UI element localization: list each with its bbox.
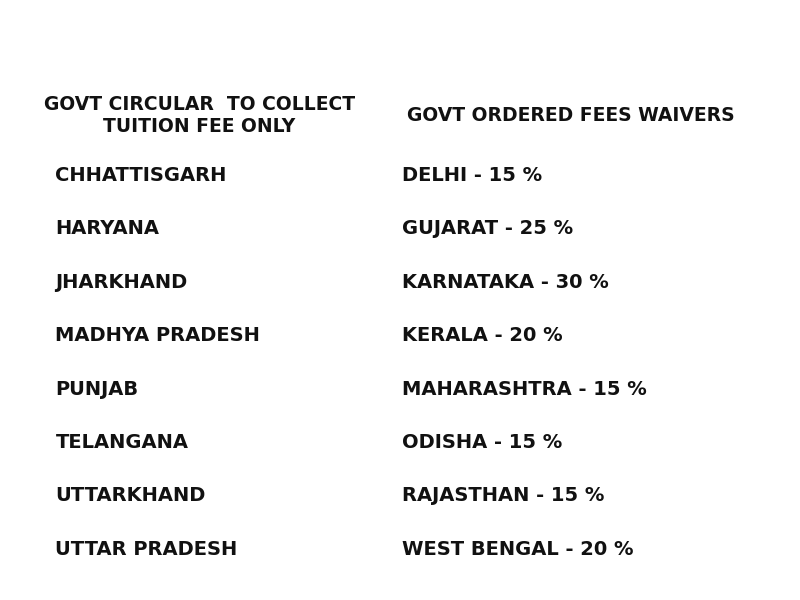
Text: TELANGANA: TELANGANA	[55, 433, 189, 452]
Text: ODISHA - 15 %: ODISHA - 15 %	[402, 433, 562, 452]
Text: GOVT CIRCULAR  TO COLLECT
TUITION FEE ONLY: GOVT CIRCULAR TO COLLECT TUITION FEE ONL…	[44, 95, 355, 136]
Text: DELHI - 15 %: DELHI - 15 %	[402, 166, 542, 185]
Text: UTTAR PRADESH: UTTAR PRADESH	[55, 540, 238, 559]
Text: PRIVATE SCHOOL FEES STATUS ACROSS INDIA: PRIVATE SCHOOL FEES STATUS ACROSS INDIA	[26, 20, 774, 49]
Text: WEST BENGAL - 20 %: WEST BENGAL - 20 %	[402, 540, 634, 559]
Text: GOVT ORDERED FEES WAIVERS: GOVT ORDERED FEES WAIVERS	[407, 106, 735, 125]
Text: RAJASTHAN - 15 %: RAJASTHAN - 15 %	[402, 487, 605, 505]
Text: JHARKHAND: JHARKHAND	[55, 273, 188, 292]
Text: MADHYA PRADESH: MADHYA PRADESH	[55, 326, 260, 345]
Text: GUJARAT - 25 %: GUJARAT - 25 %	[402, 220, 574, 238]
Text: MAHARASHTRA - 15 %: MAHARASHTRA - 15 %	[402, 380, 647, 398]
Text: KERALA - 20 %: KERALA - 20 %	[402, 326, 562, 345]
Text: UTTARKHAND: UTTARKHAND	[55, 487, 206, 505]
Text: KARNATAKA - 30 %: KARNATAKA - 30 %	[402, 273, 609, 292]
Text: CHHATTISGARH: CHHATTISGARH	[55, 166, 226, 185]
Text: PUNJAB: PUNJAB	[55, 380, 138, 398]
Text: HARYANA: HARYANA	[55, 220, 159, 238]
